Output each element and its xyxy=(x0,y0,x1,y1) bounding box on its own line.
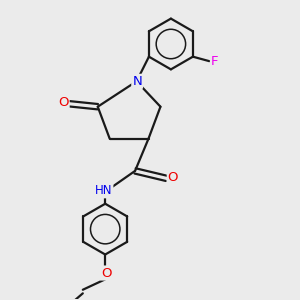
Text: HN: HN xyxy=(95,184,112,197)
Text: O: O xyxy=(168,171,178,184)
Text: O: O xyxy=(101,266,111,280)
Text: F: F xyxy=(211,55,218,68)
Text: N: N xyxy=(132,75,142,88)
Text: O: O xyxy=(58,96,69,109)
